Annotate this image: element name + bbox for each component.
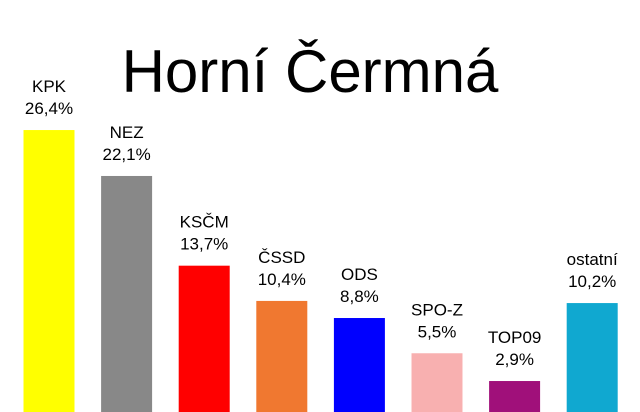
value-label: 26,4% <box>25 99 73 118</box>
category-label: TOP09 <box>488 328 542 347</box>
category-label: KSČM <box>180 213 229 232</box>
bar <box>101 175 153 412</box>
category-label: KPK <box>32 77 67 96</box>
value-label: 10,4% <box>258 270 306 289</box>
bar <box>333 318 385 412</box>
bar <box>178 265 230 412</box>
chart-title: Horní Čermná <box>122 38 499 105</box>
value-label: 8,8% <box>340 287 379 306</box>
value-label: 2,9% <box>495 350 534 369</box>
bar <box>489 381 541 412</box>
bar <box>411 353 463 412</box>
category-label: NEZ <box>110 123 144 142</box>
value-label: 5,5% <box>418 322 457 341</box>
bar <box>23 130 75 412</box>
category-label: ODS <box>341 265 378 284</box>
bar <box>256 300 308 412</box>
category-label: SPO-Z <box>411 300 463 319</box>
value-label: 13,7% <box>180 235 228 254</box>
category-label: ČSSD <box>258 248 305 267</box>
category-label: ostatní <box>567 250 618 269</box>
value-label: 22,1% <box>102 145 150 164</box>
value-label: 10,2% <box>568 272 616 291</box>
bar <box>566 303 618 412</box>
